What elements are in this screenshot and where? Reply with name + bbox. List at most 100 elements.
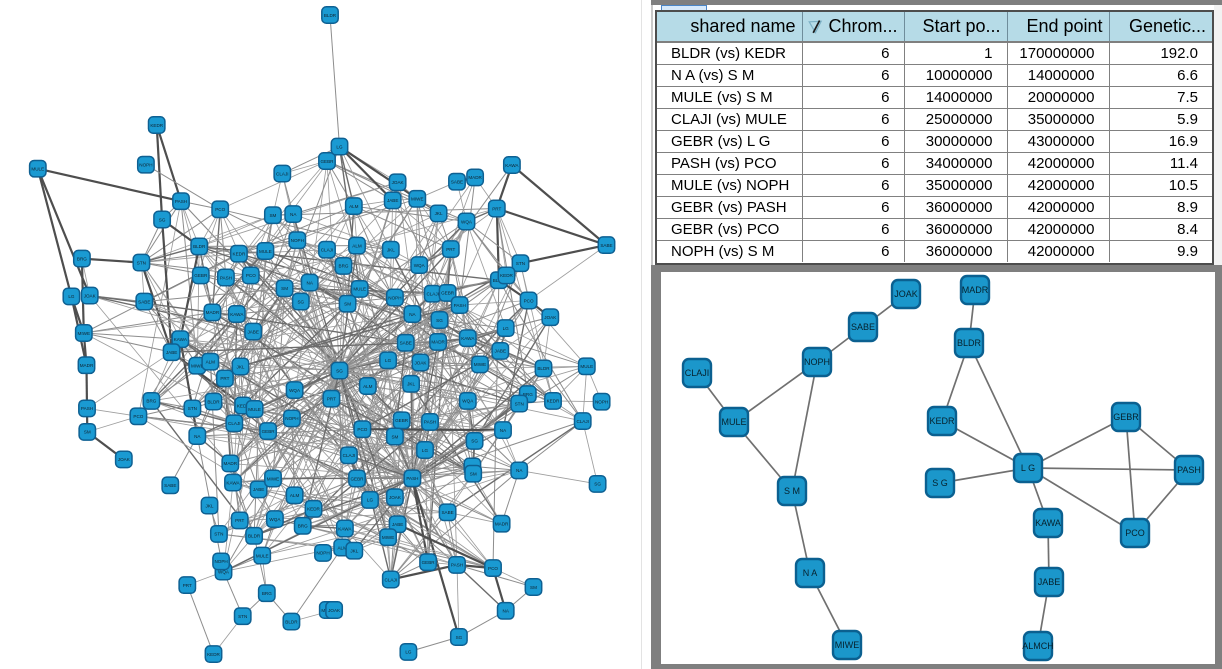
svg-text:KAWA: KAWA xyxy=(230,312,244,317)
svg-text:BLDR: BLDR xyxy=(207,399,220,404)
svg-text:JABE: JABE xyxy=(247,329,259,334)
svg-text:JOAK: JOAK xyxy=(328,608,341,613)
svg-text:GEBR: GEBR xyxy=(194,273,208,278)
svg-text:NOPH: NOPH xyxy=(214,559,227,564)
svg-text:BRG: BRG xyxy=(77,256,87,261)
svg-text:PASH: PASH xyxy=(406,476,418,481)
svg-text:STN: STN xyxy=(188,406,197,411)
svg-text:SABE: SABE xyxy=(400,341,412,346)
svg-text:STN: STN xyxy=(515,401,524,406)
svg-text:KEDR: KEDR xyxy=(547,399,560,404)
svg-text:WQA: WQA xyxy=(414,263,426,268)
svg-text:WQA: WQA xyxy=(269,517,281,522)
svg-text:ALM: ALM xyxy=(337,545,347,550)
svg-text:PASH: PASH xyxy=(454,303,466,308)
svg-text:SM: SM xyxy=(281,286,288,291)
svg-text:JOAK: JOAK xyxy=(84,293,97,298)
svg-text:JABE: JABE xyxy=(495,349,507,354)
svg-text:PCO: PCO xyxy=(1125,528,1145,538)
svg-text:SG: SG xyxy=(336,368,343,373)
svg-text:SM: SM xyxy=(391,434,398,439)
svg-text:LG: LG xyxy=(405,650,412,655)
svg-text:CLAJI: CLAJI xyxy=(426,292,439,297)
svg-text:PRT: PRT xyxy=(446,247,455,252)
svg-text:SABE: SABE xyxy=(138,299,150,304)
svg-text:MULE: MULE xyxy=(580,364,593,369)
svg-text:JABE: JABE xyxy=(253,487,265,492)
svg-text:MULE: MULE xyxy=(256,553,269,558)
svg-text:MADR: MADR xyxy=(431,340,445,345)
svg-text:ALM: ALM xyxy=(290,493,300,498)
svg-text:NOPH: NOPH xyxy=(291,238,304,243)
svg-text:SM: SM xyxy=(530,585,537,590)
svg-text:NOPH: NOPH xyxy=(804,357,830,367)
svg-text:MULE: MULE xyxy=(721,417,746,427)
svg-text:PCO: PCO xyxy=(488,566,498,571)
svg-text:WQA: WQA xyxy=(461,219,473,224)
svg-text:MIWE: MIWE xyxy=(411,197,424,202)
svg-text:SG: SG xyxy=(436,318,443,323)
svg-text:JKL: JKL xyxy=(350,549,358,554)
svg-text:SG: SG xyxy=(297,299,304,304)
svg-text:JKL: JKL xyxy=(407,382,415,387)
svg-text:STN: STN xyxy=(214,532,223,537)
svg-text:PRT: PRT xyxy=(220,376,229,381)
svg-text:KAWA: KAWA xyxy=(226,480,240,485)
svg-text:PCO: PCO xyxy=(524,298,534,303)
svg-text:GEBR: GEBR xyxy=(262,429,276,434)
svg-text:MIWE: MIWE xyxy=(835,640,860,650)
svg-text:MULE: MULE xyxy=(248,407,261,412)
svg-text:PCO: PCO xyxy=(133,414,143,419)
svg-text:JABE: JABE xyxy=(392,522,404,527)
svg-text:SG: SG xyxy=(471,439,478,444)
svg-text:LG: LG xyxy=(422,448,429,453)
svg-text:BRG: BRG xyxy=(298,524,308,529)
svg-text:JOAK: JOAK xyxy=(392,180,405,185)
svg-text:KEDR: KEDR xyxy=(500,273,513,278)
svg-text:PASH: PASH xyxy=(220,275,232,280)
svg-text:ALM: ALM xyxy=(349,204,359,209)
svg-text:CLAJI: CLAJI xyxy=(343,453,356,458)
svg-text:NA: NA xyxy=(500,428,507,433)
svg-text:PRT: PRT xyxy=(327,397,336,402)
svg-text:NOPH: NOPH xyxy=(595,400,608,405)
svg-text:SM: SM xyxy=(470,472,477,477)
svg-text:KEDR: KEDR xyxy=(929,416,955,426)
svg-text:JKL: JKL xyxy=(387,248,395,253)
svg-text:GEBR: GEBR xyxy=(422,560,436,565)
svg-text:PASH: PASH xyxy=(81,406,93,411)
svg-text:BRG: BRG xyxy=(262,591,272,596)
svg-text:MADR: MADR xyxy=(224,461,238,466)
svg-text:CLAJI: CLAJI xyxy=(276,171,289,176)
svg-text:PCO: PCO xyxy=(215,207,225,212)
svg-text:MULE: MULE xyxy=(353,287,366,292)
svg-text:KEDR: KEDR xyxy=(150,123,163,128)
svg-text:GEBR: GEBR xyxy=(320,159,334,164)
svg-text:NA: NA xyxy=(503,609,510,614)
svg-text:JABE: JABE xyxy=(166,350,178,355)
svg-text:KEDR: KEDR xyxy=(307,507,320,512)
svg-text:GEBR: GEBR xyxy=(350,476,364,481)
svg-text:SG: SG xyxy=(159,217,166,222)
svg-text:JOAK: JOAK xyxy=(415,360,428,365)
svg-text:MIWE: MIWE xyxy=(191,364,204,369)
svg-text:CLAJI: CLAJI xyxy=(576,419,589,424)
svg-text:PCO: PCO xyxy=(246,273,256,278)
svg-text:MIWE: MIWE xyxy=(267,476,280,481)
svg-text:ALMCH: ALMCH xyxy=(1022,641,1054,651)
svg-text:ALM: ALM xyxy=(352,243,362,248)
svg-text:CLAJI: CLAJI xyxy=(228,421,241,426)
svg-text:BLDR: BLDR xyxy=(324,13,337,18)
svg-text:NA: NA xyxy=(194,434,201,439)
svg-text:NA: NA xyxy=(516,468,523,473)
svg-text:KAWA: KAWA xyxy=(338,526,352,531)
svg-text:PRT: PRT xyxy=(183,583,192,588)
svg-text:NA: NA xyxy=(290,212,297,217)
svg-text:NA: NA xyxy=(409,312,416,317)
svg-text:MIWE: MIWE xyxy=(78,331,91,336)
svg-text:KAWA: KAWA xyxy=(505,163,519,168)
svg-text:JABE: JABE xyxy=(1038,577,1061,587)
svg-text:BLDR: BLDR xyxy=(957,338,982,348)
svg-text:SM: SM xyxy=(84,430,91,435)
svg-text:NOPH: NOPH xyxy=(139,163,152,168)
